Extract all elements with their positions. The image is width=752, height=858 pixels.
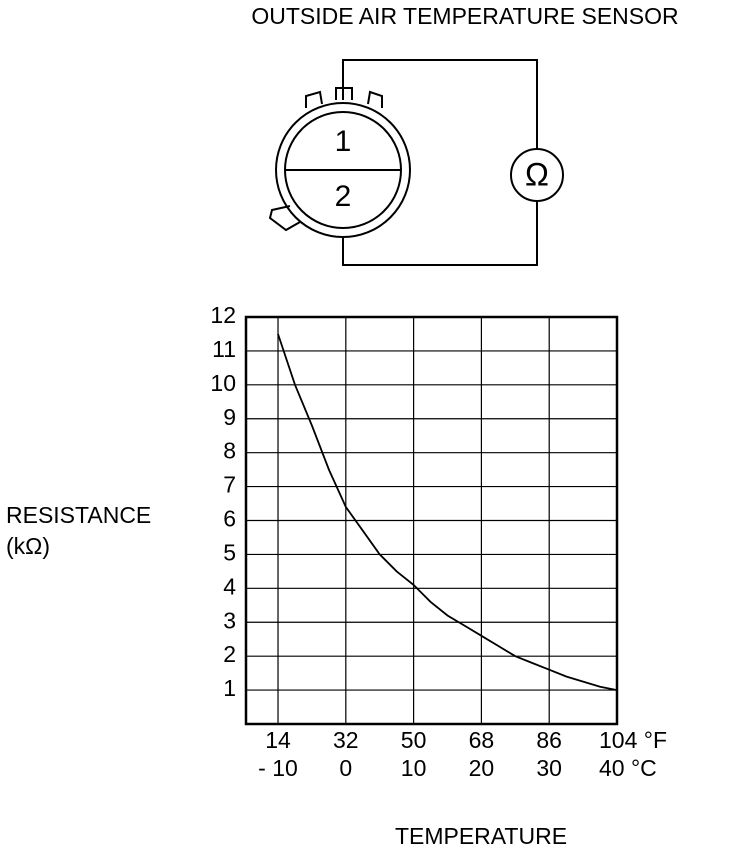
sensor-diagram: 1 2 Ω [268,59,564,266]
y-axis-label: (kΩ) [6,533,50,559]
y-tick-label: 3 [223,607,236,633]
y-tick-label: 4 [223,573,236,599]
ohmmeter [510,148,564,202]
x2-tick-label: 20 [469,755,495,781]
x-tick-label: 50 [401,727,427,753]
y-tick-label: 1 [223,675,236,701]
x-tick-label: 104 °F [599,727,667,753]
pin-label: 1 [335,125,352,158]
pin-label: 2 [335,180,352,213]
connector-outer [275,102,411,238]
plot-frame [244,315,619,726]
y-tick-label: 6 [223,506,236,532]
x-axis-label: TEMPERATURE [395,823,567,849]
y-tick-label: 5 [223,539,236,565]
connector-latch [268,205,301,232]
x-tick-label: 14 [265,727,291,753]
y-tick-label: 12 [210,302,236,328]
x-tick-label: 86 [536,727,562,753]
x-tick-label: 32 [333,727,359,753]
y-tick-label: 10 [210,370,236,396]
x2-tick-label: - 10 [258,755,298,781]
y-tick-label: 2 [223,641,236,667]
y-axis-label: RESISTANCE [6,502,151,528]
x2-tick-label: 40 °C [599,755,657,781]
diagram-title: OUTSIDE AIR TEMPERATURE SENSOR [251,3,678,29]
data-line [277,333,618,691]
y-tick-label: 11 [212,336,236,362]
x2-tick-label: 30 [536,755,562,781]
x-tick-label: 68 [469,727,495,753]
x2-tick-label: 10 [401,755,427,781]
y-tick-label: 7 [223,472,236,498]
ohmmeter-symbol: Ω [525,156,549,192]
y-tick-label: 8 [223,438,236,464]
x2-tick-label: 0 [339,755,352,781]
y-tick-label: 9 [223,404,236,430]
connector-tabs [305,87,383,108]
wire [342,201,538,266]
wire [342,59,538,149]
